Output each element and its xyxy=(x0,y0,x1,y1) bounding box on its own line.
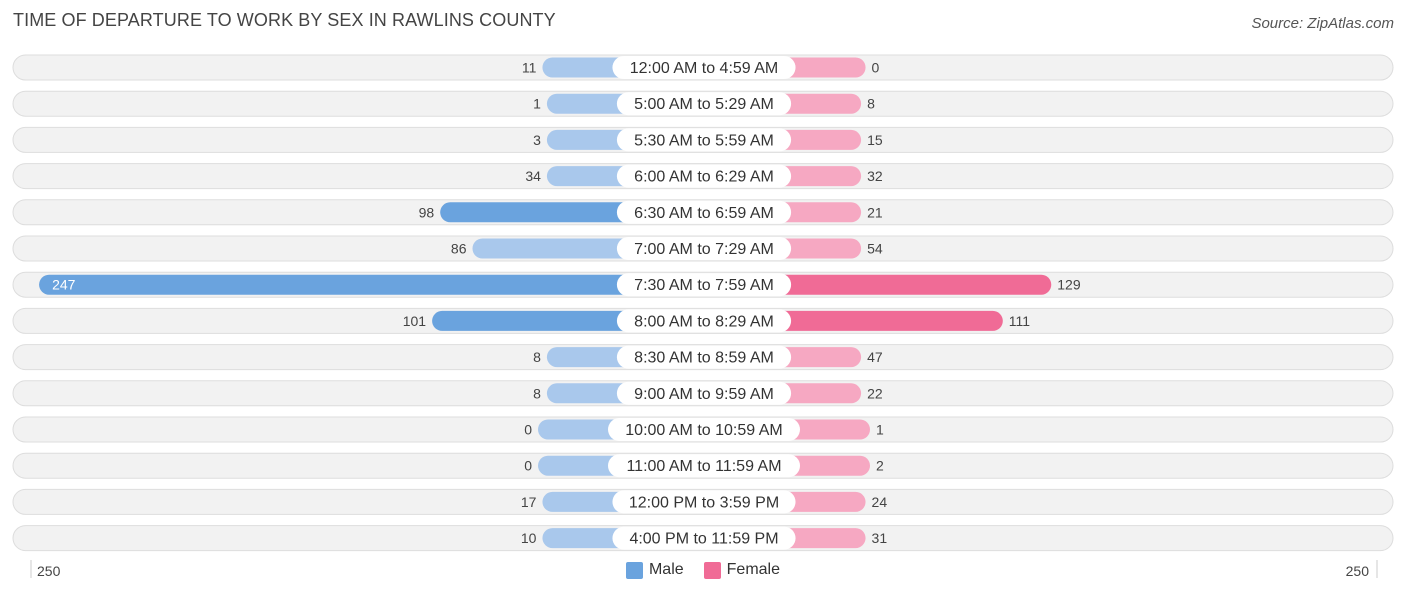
category-label-bg xyxy=(616,164,792,188)
value-label-female: 54 xyxy=(867,241,883,257)
value-label-male: 17 xyxy=(521,494,537,510)
category-label-bg xyxy=(608,418,800,441)
bar-female xyxy=(704,274,1052,295)
value-label-female: 111 xyxy=(1009,313,1030,329)
category-label: 6:30 AM to 6:59 AM xyxy=(634,205,774,222)
category-label: 12:00 PM to 3:59 PM xyxy=(629,494,779,511)
chart-title: TIME OF DEPARTURE TO WORK BY SEX IN RAWL… xyxy=(13,10,556,30)
value-label-female: 15 xyxy=(867,132,883,148)
value-label-female: 2 xyxy=(876,458,884,474)
legend-item-female[interactable]: Female xyxy=(703,561,781,579)
value-label-male: 8 xyxy=(533,385,541,401)
value-label-male: 11 xyxy=(522,60,537,76)
category-label-bg xyxy=(612,490,796,514)
legend-label-female: Female xyxy=(726,561,781,578)
value-label-male: 101 xyxy=(403,313,427,329)
value-label-male: 34 xyxy=(525,168,541,184)
value-label-male: 10 xyxy=(521,530,537,546)
category-label: 10:00 AM to 10:59 AM xyxy=(625,422,782,439)
value-label-male: 0 xyxy=(524,458,532,474)
value-label-female: 21 xyxy=(867,204,883,220)
value-label-male: 3 xyxy=(533,132,541,148)
category-label-bg xyxy=(612,56,796,79)
category-label-bg xyxy=(616,200,792,224)
value-label-female: 0 xyxy=(872,60,880,76)
value-label-male: 98 xyxy=(419,204,435,220)
category-label-bg xyxy=(616,309,792,333)
legend: Male Female xyxy=(0,561,1406,579)
value-label-female: 8 xyxy=(867,96,875,112)
category-label: 7:00 AM to 7:29 AM xyxy=(634,241,774,258)
legend-label-male: Male xyxy=(648,561,684,578)
category-label: 8:00 AM to 8:29 AM xyxy=(634,313,774,330)
legend-swatch-female xyxy=(703,561,721,579)
value-label-female: 31 xyxy=(872,530,888,546)
value-label-female: 24 xyxy=(872,494,888,510)
category-label: 9:00 AM to 9:59 AM xyxy=(634,386,774,403)
category-label-bg xyxy=(616,92,792,116)
category-label-bg xyxy=(616,345,792,369)
value-label-female: 47 xyxy=(867,349,883,365)
category-label: 5:30 AM to 5:59 AM xyxy=(634,132,774,149)
category-label-bg xyxy=(612,526,796,550)
chart-source: Source: ZipAtlas.com xyxy=(1251,15,1394,32)
value-label-male: 8 xyxy=(533,349,541,365)
category-label: 4:00 PM to 11:59 PM xyxy=(629,531,778,548)
category-label: 8:30 AM to 8:59 AM xyxy=(634,350,774,367)
category-label: 6:00 AM to 6:29 AM xyxy=(634,169,774,186)
category-label-bg xyxy=(616,237,792,260)
axis-min-label: 250 xyxy=(37,563,61,579)
category-label: 5:00 AM to 5:29 AM xyxy=(634,96,774,113)
value-label-female: 22 xyxy=(867,385,883,401)
legend-swatch-male xyxy=(625,561,643,579)
value-label-male: 0 xyxy=(524,422,532,438)
value-label-male: 86 xyxy=(451,241,467,257)
legend-item-male[interactable]: Male xyxy=(625,561,684,579)
category-label-bg xyxy=(616,128,792,152)
category-label: 12:00 AM to 4:59 AM xyxy=(630,60,779,77)
category-label-bg xyxy=(616,273,792,297)
category-label: 11:00 AM to 11:59 AM xyxy=(626,458,781,475)
category-label-bg xyxy=(616,381,792,405)
value-label-female: 1 xyxy=(876,422,884,438)
value-label-male: 1 xyxy=(533,96,541,112)
axis-max-label: 250 xyxy=(1346,563,1370,579)
bar-male xyxy=(39,274,705,295)
value-label-female: 32 xyxy=(867,168,883,184)
category-label: 7:30 AM to 7:59 AM xyxy=(634,277,774,294)
category-label-bg xyxy=(608,454,800,478)
value-label-female: 129 xyxy=(1057,277,1081,293)
value-label-male: 247 xyxy=(52,277,76,293)
